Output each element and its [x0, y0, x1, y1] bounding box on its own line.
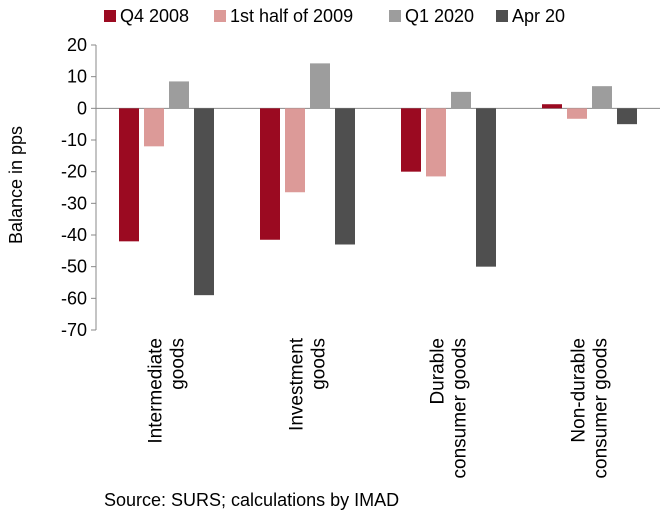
y-tick-label: 0	[77, 98, 87, 118]
x-tick-label-line: goods	[168, 338, 189, 390]
x-tick-label-line: goods	[309, 338, 330, 390]
legend-swatch	[389, 10, 401, 22]
legend-swatch	[496, 10, 508, 22]
x-tick-label: Intermediate goods	[146, 338, 189, 444]
bar	[144, 108, 164, 147]
bar	[451, 91, 471, 109]
x-tick-label-line: Investment	[287, 337, 308, 431]
x-tick-label: Durable consumer goods	[428, 338, 471, 478]
bar	[617, 108, 637, 125]
x-tick-label-line: Durable	[428, 338, 449, 405]
legend-item: Apr 20	[496, 6, 565, 26]
y-tick-label: -30	[61, 193, 87, 213]
source-note: Source: SURS; calculations by IMAD	[104, 490, 400, 510]
x-tick-label-line: consumer goods	[450, 338, 471, 478]
y-tick-label: 10	[67, 67, 87, 87]
legend-swatch	[214, 10, 226, 22]
bar	[310, 63, 330, 109]
bar	[119, 108, 139, 242]
x-tick-label-line: Non-durable	[569, 338, 590, 443]
bar	[567, 108, 587, 119]
legend-item: Q4 2008	[104, 6, 189, 26]
bar	[194, 108, 214, 296]
y-tick-label: 20	[67, 35, 87, 55]
bar-series	[119, 63, 637, 296]
y-tick-label: -60	[61, 288, 87, 308]
x-tick-label: Non-durable consumer goods	[569, 338, 612, 478]
bar	[401, 108, 421, 172]
y-axis: 20 10 0 -10 -20 -30 -40 -50 -60 -70	[61, 35, 660, 340]
bar	[426, 108, 446, 177]
bar	[285, 108, 305, 193]
bar	[542, 104, 562, 109]
y-tick-label: -50	[61, 257, 87, 277]
x-tick-label: Investment goods	[287, 337, 330, 431]
legend-label: Apr 20	[512, 6, 565, 26]
bar	[169, 81, 189, 109]
y-tick-label: -70	[61, 320, 87, 340]
y-axis-label: Balance in pps	[6, 126, 26, 244]
x-tick-label-line: consumer goods	[591, 338, 612, 478]
legend-label: 1st half of 2009	[230, 6, 353, 26]
chart-legend: Q4 2008 1st half of 2009 Q1 2020 Apr 20	[104, 6, 565, 26]
legend-label: Q1 2020	[405, 6, 474, 26]
bar	[260, 108, 280, 240]
legend-label: Q4 2008	[120, 6, 189, 26]
legend-swatch	[104, 10, 116, 22]
x-tick-label-line: Intermediate	[146, 338, 167, 444]
x-axis-labels: Intermediate goods Investment goods Durable c…	[146, 337, 612, 478]
legend-item: Q1 2020	[389, 6, 474, 26]
y-tick-label: -40	[61, 225, 87, 245]
bar	[476, 108, 496, 267]
bar	[592, 86, 612, 109]
y-tick-label: -10	[61, 130, 87, 150]
legend-item: 1st half of 2009	[214, 6, 353, 26]
bar	[335, 108, 355, 245]
y-tick-label: -20	[61, 162, 87, 182]
